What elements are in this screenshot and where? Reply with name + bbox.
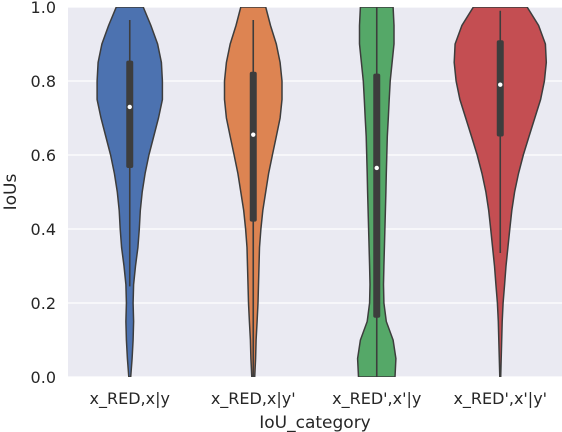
y-tick-label: 1.0 [31,0,56,17]
y-tick-label: 0.8 [31,72,56,91]
x-tick-label: x_RED',x'|y [332,389,421,409]
violin-iqr-box [496,40,504,137]
y-tick-label: 0.4 [31,220,56,239]
x-tick-label: x_RED,x|y' [211,389,296,409]
x-axis-label: IoU_category [259,413,371,432]
violin-median-point [374,165,379,171]
x-tick-label: x_RED,x|y [90,389,170,409]
violins [96,7,548,377]
violin-median-point [251,132,256,137]
violin-iqr-box [249,71,257,222]
y-axis-label: IoUs [1,174,21,211]
y-tick-label: 0.0 [31,368,56,387]
violin-iqr-box [373,73,381,318]
violin-median-point [498,82,503,87]
y-tick-label: 0.6 [31,146,56,165]
violin-group [356,7,397,377]
violin-group [453,7,548,377]
x-tick-label: x_RED',x'|y' [453,389,547,409]
violin-median-point [127,104,132,110]
x-tick-labels: x_RED,x|y x_RED,x|y' x_RED',x'|y x_RED',x'|… [90,389,548,409]
y-tick-label: 0.2 [31,294,56,313]
y-tick-labels: 0.0 0.2 0.4 0.6 0.8 1.0 [31,0,56,387]
violin-iqr-box [126,60,134,168]
violin-group [223,7,283,377]
violin-group [96,7,164,377]
